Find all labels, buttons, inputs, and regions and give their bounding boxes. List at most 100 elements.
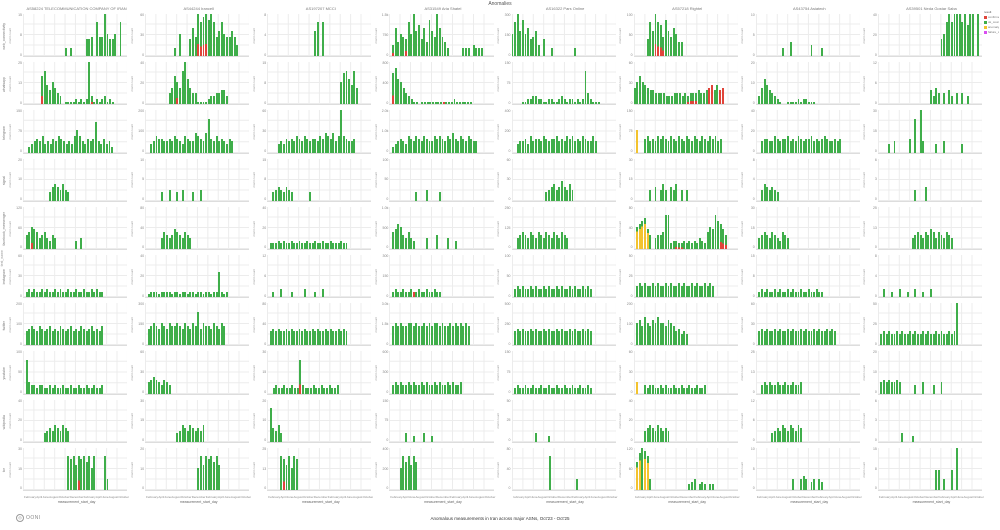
x-tick-label: August xyxy=(108,495,119,499)
y-axis: msmt count 120 60 0 xyxy=(618,447,634,491)
bar xyxy=(412,240,415,249)
bar xyxy=(288,331,291,346)
bar xyxy=(792,138,795,153)
bar xyxy=(719,138,722,153)
y-tick-labels: 150 75 0 xyxy=(501,62,512,105)
bar xyxy=(776,291,779,298)
y-tick-labels: 2.0k 1.0k 0 xyxy=(378,110,389,153)
bar xyxy=(210,294,213,298)
bar xyxy=(888,331,891,346)
bar xyxy=(638,320,641,346)
plot-area xyxy=(145,158,250,202)
bar xyxy=(353,138,356,153)
bar xyxy=(189,424,192,442)
bar xyxy=(342,73,345,105)
y-axis-label-text: msmt count xyxy=(251,317,256,333)
bar xyxy=(397,79,400,105)
bar xyxy=(776,427,779,442)
panel-r2c4: msmt count 800 400 0 xyxy=(373,60,495,108)
bar xyxy=(54,328,57,346)
y-tick-label: 25 xyxy=(506,418,511,423)
panel-r5c4: msmt count 1.0k 500 0 xyxy=(373,205,495,253)
plot-area xyxy=(511,351,616,395)
bar xyxy=(438,135,441,153)
bar xyxy=(810,44,813,57)
bar xyxy=(425,325,428,346)
y-tick-label: 120 xyxy=(16,205,22,210)
bar xyxy=(558,98,561,105)
bar xyxy=(794,291,797,298)
y-axis-label-text: msmt count xyxy=(740,268,745,285)
bar xyxy=(696,243,699,249)
bar xyxy=(431,385,434,394)
y-axis-label-text: msmt count xyxy=(862,461,867,478)
bar xyxy=(77,456,80,490)
y-axis-label-text: msmt count xyxy=(740,317,745,333)
bar xyxy=(537,44,540,57)
bar xyxy=(293,243,296,249)
bar xyxy=(568,387,571,394)
bar xyxy=(194,430,197,442)
bar xyxy=(706,141,709,153)
y-tick-label: 200 xyxy=(626,302,633,307)
row-label-slot: telegram xyxy=(0,108,7,156)
bar xyxy=(534,387,537,394)
bar xyxy=(418,288,420,298)
bars xyxy=(267,400,371,442)
bar xyxy=(306,240,309,249)
y-tick-label: 200 xyxy=(504,129,511,134)
y-tick-label: 0 xyxy=(142,100,145,105)
bar xyxy=(77,385,80,394)
y-axis-label-text: msmt count xyxy=(618,268,623,285)
y-axis-label-text: msmt count xyxy=(129,172,134,188)
bar xyxy=(342,243,345,249)
bar xyxy=(207,291,210,298)
y-tick-label: 0 xyxy=(508,341,511,346)
y-tick-labels: 12 6 0 xyxy=(867,62,878,105)
bar xyxy=(760,385,763,394)
bars xyxy=(878,303,982,346)
bar xyxy=(880,382,883,394)
bar xyxy=(537,387,540,394)
y-tick-label: 50 xyxy=(506,273,511,278)
y-tick-label: 15 xyxy=(262,370,267,375)
panel-r2c2: msmt count 40 20 0 xyxy=(129,60,251,108)
bar xyxy=(49,427,52,442)
bar xyxy=(667,215,670,249)
bar xyxy=(813,101,816,105)
bar xyxy=(101,291,104,298)
bar xyxy=(43,331,46,346)
bar xyxy=(828,331,831,346)
bar xyxy=(69,47,72,57)
bar xyxy=(922,237,925,249)
bar xyxy=(407,291,410,298)
bar xyxy=(176,138,179,153)
row-label-slot: web_connectivity xyxy=(0,12,7,60)
y-tick-label: 0 xyxy=(630,293,633,298)
bar xyxy=(111,146,114,153)
bar xyxy=(189,141,192,153)
x-tick-label: October xyxy=(606,495,618,499)
bar xyxy=(906,334,909,346)
bar xyxy=(561,232,563,249)
y-axis: msmt count 15 8 0 xyxy=(251,62,267,105)
bar xyxy=(654,237,657,249)
bar xyxy=(662,183,665,201)
bar xyxy=(160,291,163,298)
bar xyxy=(186,325,189,346)
bar xyxy=(664,189,667,201)
bar xyxy=(670,387,673,394)
y-tick-labels: 20 10 0 xyxy=(12,158,23,202)
bar xyxy=(758,237,761,249)
bar xyxy=(820,138,823,153)
bar xyxy=(545,387,548,394)
plot-area xyxy=(755,158,860,202)
bar xyxy=(423,28,426,57)
bar xyxy=(917,334,919,346)
bar xyxy=(472,141,475,153)
bar xyxy=(277,424,280,442)
bar xyxy=(433,36,436,57)
bar xyxy=(636,382,639,394)
y-tick-label: 750 xyxy=(382,32,389,37)
bar xyxy=(310,387,312,394)
